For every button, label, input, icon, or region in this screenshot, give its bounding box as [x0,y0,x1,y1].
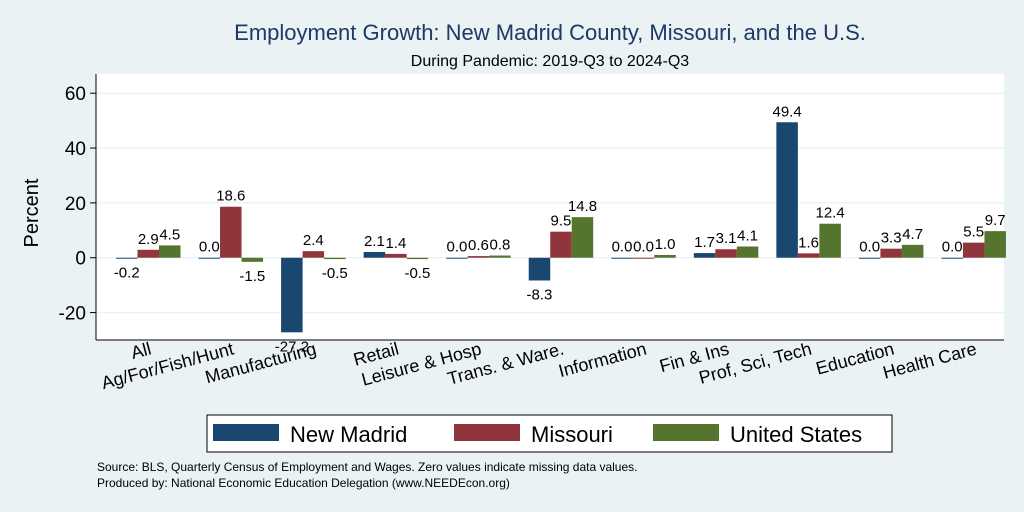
bar-value-label: 9.7 [985,212,1006,229]
y-tick-label: 60 [65,84,86,105]
bar-value-label: -8.3 [527,286,553,303]
bar [137,249,159,258]
y-tick-label: 40 [65,139,86,160]
bar-value-label: 3.3 [881,230,902,247]
bar-value-label: 0.0 [199,239,220,256]
legend-label-missouri: Missouri [531,422,613,447]
bar-value-label: -27.2 [275,338,309,355]
bar [385,253,407,258]
bar [858,257,881,259]
bar [363,251,386,258]
bar-value-label: 2.4 [303,232,324,249]
axes: -20 0 20 40 60 [59,74,1004,341]
y-tick-label: 0 [75,249,86,270]
bar-value-label: 9.5 [551,213,572,230]
legend-swatch-new-madrid [213,424,279,441]
bar-value-label: 1.7 [694,234,715,251]
bar [467,256,490,258]
bar-value-label: 5.5 [963,224,984,241]
bar-value-label: 12.4 [816,205,845,222]
bar-value-label: 18.6 [216,188,245,205]
bar-value-label: 0.0 [859,239,880,256]
chart-title: Employment Growth: New Madrid County, Mi… [234,20,866,45]
bar-value-label: 4.5 [159,226,180,243]
plot-area [96,74,1004,340]
y-tick-label: 20 [65,194,86,215]
bar [550,231,572,258]
bar-value-label: 4.1 [737,227,758,244]
bar-value-label: 1.6 [798,234,819,251]
bar-value-label: 0.0 [633,239,654,256]
bar-value-label: 0.8 [490,237,511,254]
bar-value-label: 3.1 [716,230,737,247]
bar-value-label: 0.0 [447,239,468,256]
bar-value-label: -0.5 [322,265,348,282]
bar-value-label: 1.4 [385,235,406,252]
legend-box [206,414,893,453]
legend-label-united-states: United States [730,422,862,447]
gridlines [96,92,1004,314]
bar [571,217,594,258]
bar-value-label: -1.5 [239,268,265,285]
bar [324,257,346,260]
bar [116,257,138,259]
bar [159,245,181,258]
bar [984,231,1006,258]
bar [281,257,303,333]
bar [302,251,325,258]
bar [776,122,798,258]
bar [632,257,655,259]
bar [941,257,963,259]
legend-label-new-madrid: New Madrid [290,422,407,447]
bar [406,257,429,260]
bar-value-label: -0.2 [114,265,140,282]
bar-value-label: 49.4 [773,103,802,120]
bar [880,248,902,258]
bar [962,242,985,258]
producer-note: Produced by: National Economic Education… [97,476,510,490]
chart-subtitle: During Pandemic: 2019-Q3 to 2024-Q3 [411,53,689,70]
bar [901,244,924,258]
bar [736,246,759,258]
legend: New Madrid Missouri United States [206,414,893,453]
bar [198,257,221,259]
bar-value-label: 4.7 [902,226,923,243]
bar [819,223,841,258]
data-labels: -0.2 2.9 4.5 0.0 18.6 -1.5 -27.2 2.4 -0.5 2.1 1.4 -… [114,103,1006,355]
bar [611,257,633,259]
bar-value-label: 0.6 [468,237,489,254]
bar-value-label: 0.0 [942,239,963,256]
y-axis-label: Percent [21,178,43,247]
bar-value-label: 14.8 [568,198,597,215]
bar [693,253,716,258]
bar-value-label: 2.1 [364,233,385,250]
bars [116,122,1006,333]
y-tick-label: -20 [59,304,86,325]
bar-value-label: 2.9 [138,231,159,248]
bar [446,257,468,259]
bar [715,249,737,258]
source-note: Source: BLS, Quarterly Census of Employm… [97,460,637,474]
bar-value-label: 0.0 [612,239,633,256]
legend-swatch-united-states [653,424,719,441]
bar [241,257,264,262]
bar-value-label: -0.5 [404,265,430,282]
bar-value-label: 1.0 [655,236,676,253]
bar [528,257,551,281]
bar [489,255,511,258]
bar [797,253,820,258]
bar [220,206,242,258]
legend-swatch-missouri [454,424,520,441]
bar [654,254,676,258]
